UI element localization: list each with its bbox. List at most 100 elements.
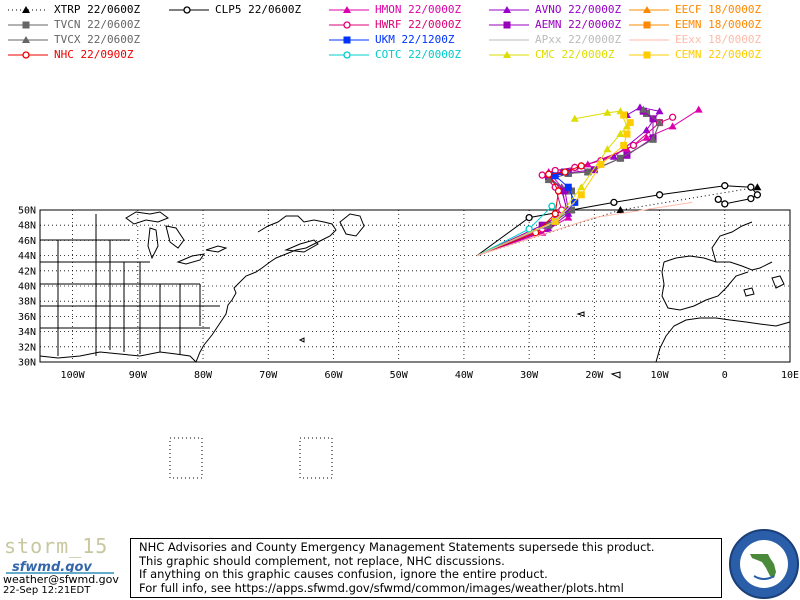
track-point bbox=[577, 183, 586, 191]
legend-swatch bbox=[629, 39, 669, 41]
track-cotc bbox=[476, 202, 556, 257]
disclaimer-line: This graphic should complement, not repl… bbox=[139, 554, 505, 568]
track-line bbox=[476, 185, 759, 257]
track-point bbox=[564, 213, 573, 221]
axis-ticks: 50N 48N 46N 44N 42N 40N 38N 36N 34N 32N 30N 100W 90W… bbox=[18, 206, 799, 382]
track-point bbox=[616, 154, 625, 162]
coastline-layer bbox=[39, 211, 791, 379]
track-point bbox=[642, 126, 651, 134]
track-point bbox=[544, 175, 553, 183]
legend-swatch bbox=[629, 21, 669, 29]
africa-coast bbox=[655, 317, 791, 363]
disclaimer-box: NHC Advisories and County Emergency Mana… bbox=[130, 538, 722, 598]
track-point bbox=[551, 210, 559, 218]
newfoundland bbox=[339, 213, 365, 237]
legend-swatch bbox=[8, 36, 48, 43]
lon-label: 90W bbox=[129, 370, 148, 381]
sfwmd-logo[interactable]: sfwmd.gov bbox=[2, 558, 122, 574]
legend-label: EEMN 18/0000Z bbox=[675, 18, 762, 31]
legend-label: NHC 22/0900Z bbox=[54, 48, 134, 61]
legend-marker bbox=[343, 21, 351, 29]
track-point bbox=[610, 198, 618, 207]
legend-entry: APxx 22/0000Z bbox=[485, 34, 635, 46]
inset-box-1 bbox=[169, 437, 203, 479]
track-line bbox=[476, 202, 576, 257]
lake-huron bbox=[165, 225, 185, 249]
track-point bbox=[655, 191, 664, 199]
sfwmd-seal bbox=[729, 529, 799, 599]
legend-label: HWRF 22/0000Z bbox=[375, 18, 462, 31]
lon-label: 100W bbox=[61, 370, 86, 381]
legend-marker bbox=[503, 51, 511, 58]
legend-marker bbox=[343, 51, 351, 59]
lon-label: 40W bbox=[455, 370, 474, 381]
lon-label: 0 bbox=[722, 370, 728, 381]
lat-label: 50N bbox=[18, 206, 36, 217]
track-xtrp bbox=[476, 183, 762, 257]
legend-swatch bbox=[629, 6, 669, 13]
track-point bbox=[639, 105, 648, 113]
legend-label: HMON 22/0000Z bbox=[375, 3, 462, 16]
lat-label: 38N bbox=[18, 297, 36, 308]
legend-swatch bbox=[489, 39, 529, 41]
legend-swatch bbox=[329, 21, 369, 29]
lon-label: 60W bbox=[324, 370, 343, 381]
legend-entry: HWRF 22/0000Z bbox=[325, 19, 475, 31]
contact-email[interactable]: weather@sfwmd.gov bbox=[3, 573, 119, 586]
legend-swatch bbox=[629, 51, 669, 59]
track-aemn bbox=[476, 107, 657, 257]
track-point bbox=[714, 195, 722, 204]
lat-label: 48N bbox=[18, 221, 36, 232]
legend-marker bbox=[503, 21, 511, 29]
lat-label: 30N bbox=[18, 358, 36, 369]
track-point bbox=[597, 160, 605, 168]
track-point bbox=[649, 135, 658, 143]
track-point bbox=[525, 225, 533, 233]
legend-label: TVCN 22/0600Z bbox=[54, 18, 141, 31]
legend-entry: EEMN 18/0000Z bbox=[625, 19, 775, 31]
track-eexx bbox=[476, 201, 693, 257]
track-tvcn bbox=[476, 109, 664, 257]
track-clp5 bbox=[476, 182, 762, 257]
us-east-coast bbox=[195, 215, 337, 363]
track-point bbox=[655, 107, 664, 115]
lake-ontario bbox=[205, 245, 228, 253]
nova-scotia bbox=[284, 239, 319, 253]
track-point bbox=[655, 118, 664, 126]
track-point bbox=[570, 114, 579, 122]
track-point bbox=[616, 206, 625, 213]
iberia-west bbox=[661, 261, 749, 311]
disclaimer-url[interactable]: For full info, see https://apps.sfwmd.go… bbox=[139, 581, 624, 595]
disclaimer-line: If anything on this graphic causes confu… bbox=[139, 568, 548, 582]
legend-swatch bbox=[489, 6, 529, 13]
legend-swatch bbox=[489, 51, 529, 58]
lon-label: 30W bbox=[520, 370, 539, 381]
legend-swatch bbox=[329, 36, 369, 44]
legend-label: UKM 22/1200Z bbox=[375, 33, 455, 46]
track-point bbox=[551, 217, 559, 225]
map-grid bbox=[40, 210, 791, 362]
lon-label: 20W bbox=[585, 370, 604, 381]
legend-marker bbox=[22, 36, 30, 43]
legend-entry: CEMN 22/0000Z bbox=[625, 49, 775, 61]
track-point bbox=[525, 213, 533, 222]
lon-label: 10W bbox=[651, 370, 670, 381]
legend-label: TVCX 22/0600Z bbox=[54, 33, 141, 46]
storm-id: storm_15 bbox=[4, 534, 109, 558]
track-line bbox=[476, 116, 673, 257]
track-line bbox=[476, 106, 661, 257]
track-point bbox=[577, 162, 585, 170]
canaries bbox=[610, 371, 621, 379]
legend-entry: COTC 22/0000Z bbox=[325, 49, 475, 61]
france-coast bbox=[711, 221, 753, 263]
legend-entry: TVCX 22/0600Z bbox=[4, 34, 154, 46]
lat-label: 32N bbox=[18, 342, 36, 353]
track-nhc bbox=[476, 162, 585, 257]
track-point bbox=[629, 141, 638, 150]
track-point bbox=[620, 111, 628, 119]
track-point bbox=[626, 119, 634, 127]
gulf-coast bbox=[39, 351, 197, 363]
track-point bbox=[538, 221, 546, 229]
track-point bbox=[554, 187, 563, 195]
azores-1 bbox=[576, 311, 585, 317]
